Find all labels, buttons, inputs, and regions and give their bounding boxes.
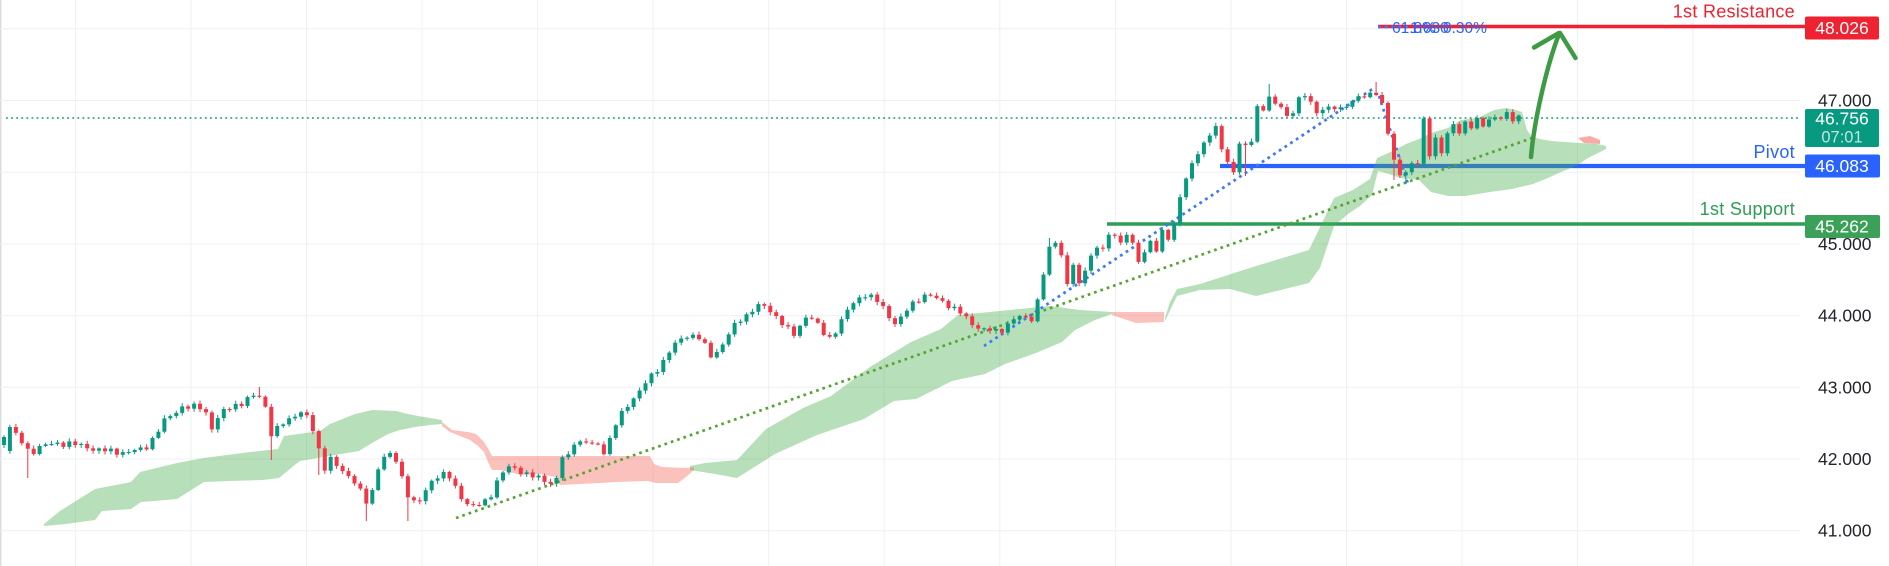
svg-text:45.000: 45.000	[1818, 234, 1872, 254]
svg-text:46.083: 46.083	[1815, 156, 1869, 176]
svg-text:0.30%: 0.30%	[1443, 20, 1487, 37]
svg-text:61.8%: 61.8%	[1392, 20, 1436, 37]
svg-text:1st Support: 1st Support	[1700, 199, 1795, 219]
svg-text:47.000: 47.000	[1818, 91, 1872, 111]
svg-text:42.000: 42.000	[1818, 449, 1872, 469]
svg-text:Pivot: Pivot	[1753, 142, 1795, 162]
svg-text:1.030: 1.030	[1410, 20, 1449, 37]
svg-text:46.756: 46.756	[1815, 109, 1869, 129]
svg-text:1st Resistance: 1st Resistance	[1673, 2, 1795, 22]
svg-text:44.000: 44.000	[1818, 306, 1872, 326]
svg-text:45.262: 45.262	[1815, 217, 1869, 237]
svg-text:43.000: 43.000	[1818, 377, 1872, 397]
svg-text:41.000: 41.000	[1818, 521, 1872, 541]
svg-text:07:01: 07:01	[1821, 129, 1862, 147]
svg-text:48.026: 48.026	[1815, 18, 1869, 38]
